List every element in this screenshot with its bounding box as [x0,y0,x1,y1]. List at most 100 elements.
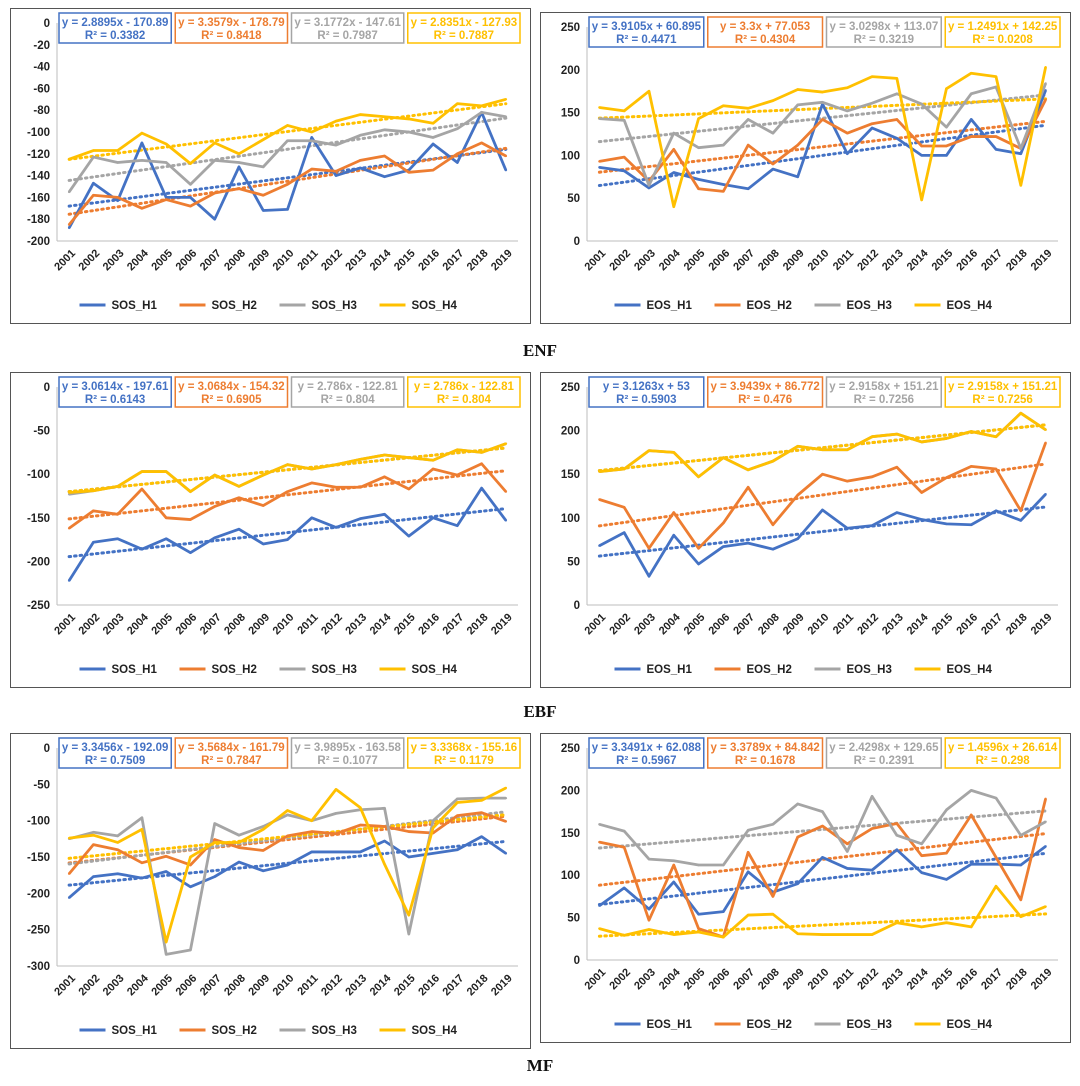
ebf-eos-data-point-h4 [1019,411,1023,415]
mf-sos-data-point-h1 [140,876,144,880]
enf-eos-trendline-h2 [597,119,1048,174]
ebf-eos-data-point-h4 [821,448,824,451]
mf-sos-x-tick-label: 2008 [222,972,248,998]
mf-sos-data-point-h1 [334,850,338,854]
mf-eos-y-tick-label: 200 [561,785,580,797]
enf-sos-x-tick-label: 2007 [198,247,224,273]
ebf-eos-legend-label: EOS_H4 [947,664,993,676]
enf-eos-data-point-h1 [1044,89,1047,92]
enf-eos-data-point-h1 [722,183,725,186]
enf-sos-x-tick-label: 2018 [465,247,491,273]
mf-eos-y-tick-label: 0 [574,955,580,967]
mf-sos-data-point-h4 [189,855,192,859]
enf-sos-data-point-h3 [480,111,483,114]
enf-sos-data-point-h1 [140,141,144,145]
enf-eos-r2-text: R² = 0.3219 [854,34,914,46]
ebf-eos-data-point-h1 [895,511,899,514]
ebf-eos-equation-box-h2 [707,376,824,408]
ebf-sos-data-point-h1 [504,519,508,522]
enf-sos-data-point-h2 [456,152,459,155]
mf-eos-x-tick-label: 2015 [930,966,956,992]
ebf-eos-y-tick-label: 150 [561,469,580,481]
enf-sos-data-point-h1 [431,142,435,146]
enf-sos-data-point-h4 [92,149,95,152]
enf-eos-data-point-h2 [771,162,775,166]
mf-eos-y-tick-label: 250 [561,743,580,755]
mf-sos-data-point-h4 [286,809,289,812]
mf-sos-data-point-h4 [213,841,216,844]
ebf-sos-x-tick-label: 2009 [246,611,272,637]
enf-eos-y-tick-label: 250 [561,22,580,34]
enf-sos-data-point-h3 [116,161,119,164]
enf-sos-data-point-h4 [334,119,338,123]
enf-sos-data-point-h3 [237,161,241,164]
ebf-sos-y-tick-label: -250 [27,600,50,612]
enf-eos-data-point-h2 [796,143,799,147]
enf-eos-y-tick-label: 50 [567,193,580,205]
enf-eos-x-tick-label: 2016 [954,247,980,273]
mf-eos-equation-box-h3 [825,737,942,769]
enf-sos-x-tick-label: 2011 [295,247,320,272]
mf-eos-data-point-h4 [821,933,824,936]
enf-sos-trendline-h3 [67,116,508,182]
mf-sos-equation-text: y = 3.3456x - 192.09 [62,742,168,754]
mf-sos-x-tick-label: 2004 [125,972,151,998]
enf-sos-data-point-h1 [456,161,459,164]
mf-sos-x-tick-label: 2002 [77,972,103,998]
ebf-eos-x-tick-label: 2003 [632,611,658,637]
mf-eos-x-tick-label: 2007 [731,966,757,992]
mf-eos-data-point-h2 [821,824,824,828]
mf-sos-x-tick-label: 2017 [440,972,466,998]
enf-eos-data-point-h4 [1019,184,1023,187]
ebf-eos-data-point-h4 [771,459,775,463]
enf-eos-data-point-h2 [697,187,700,190]
mf-sos-y-tick-label: 0 [44,743,50,755]
ebf-sos-x-tick-label: 2017 [440,611,466,637]
chart-svg-enf-eos: 0501001502002502001200220032004200520062… [561,16,1061,312]
enf-eos-r2-text: R² = 0.4471 [616,34,677,46]
enf-eos-x-tick-label: 2015 [930,247,956,273]
mf-eos-legend-label: EOS_H3 [847,1019,892,1031]
ebf-eos-data-point-h1 [771,547,775,551]
enf-sos-x-tick-label: 2009 [246,247,272,273]
ebf-sos-data-point-h1 [262,542,265,546]
ebf-sos-x-tick-label: 2015 [392,611,418,637]
mf-sos-y-tick-label: -200 [27,888,50,900]
mf-eos-data-point-h3 [945,808,948,812]
enf-sos-data-point-h4 [140,131,144,135]
mf-eos-legend-label: EOS_H4 [947,1019,993,1031]
mf-eos-data-point-h4 [622,934,626,937]
mf-eos-data-point-h2 [672,863,675,867]
mf-eos-data-point-h2 [598,840,601,844]
ebf-sos-data-point-h4 [480,451,483,454]
mf-sos-data-point-h3 [213,822,216,825]
enf-eos-data-point-h2 [920,144,923,148]
ebf-eos-data-point-h4 [994,435,998,438]
mf-sos-legend-label: SOS_H3 [312,1025,357,1037]
mf-sos-data-point-h4 [92,834,95,837]
mf-sos-data-point-h3 [262,825,265,828]
enf-sos-y-tick-label: -20 [33,40,50,52]
ebf-sos-equation-text: y = 3.0614x - 197.61 [62,381,169,393]
ebf-sos-data-point-h2 [359,486,362,489]
ebf-eos-data-point-h1 [672,534,675,537]
enf-eos-data-point-h4 [895,77,899,80]
mf-eos-data-point-h2 [970,813,973,817]
enf-eos-data-point-h1 [746,187,750,190]
mf-eos-x-tick-label: 2014 [905,966,931,992]
ebf-sos-data-point-h4 [189,490,192,493]
ebf-eos-r2-text: R² = 0.476 [738,394,792,406]
enf-eos-data-point-h3 [846,109,849,113]
mf-sos-y-tick-label: -150 [27,852,50,864]
enf-sos-data-point-h4 [407,117,411,121]
ebf-sos-x-tick-label: 2014 [368,611,394,637]
mf-sos-data-point-h3 [164,953,168,956]
mf-eos-data-point-h4 [895,921,899,924]
enf-eos-data-point-h3 [647,184,651,187]
mf-sos-data-point-h1 [237,860,241,864]
ebf-eos-x-tick-label: 2005 [682,611,708,637]
enf-sos-data-point-h3 [359,134,362,137]
ebf-eos-data-point-h4 [598,470,601,473]
enf-eos-data-point-h4 [920,198,923,202]
mf-eos-data-point-h3 [846,850,849,853]
